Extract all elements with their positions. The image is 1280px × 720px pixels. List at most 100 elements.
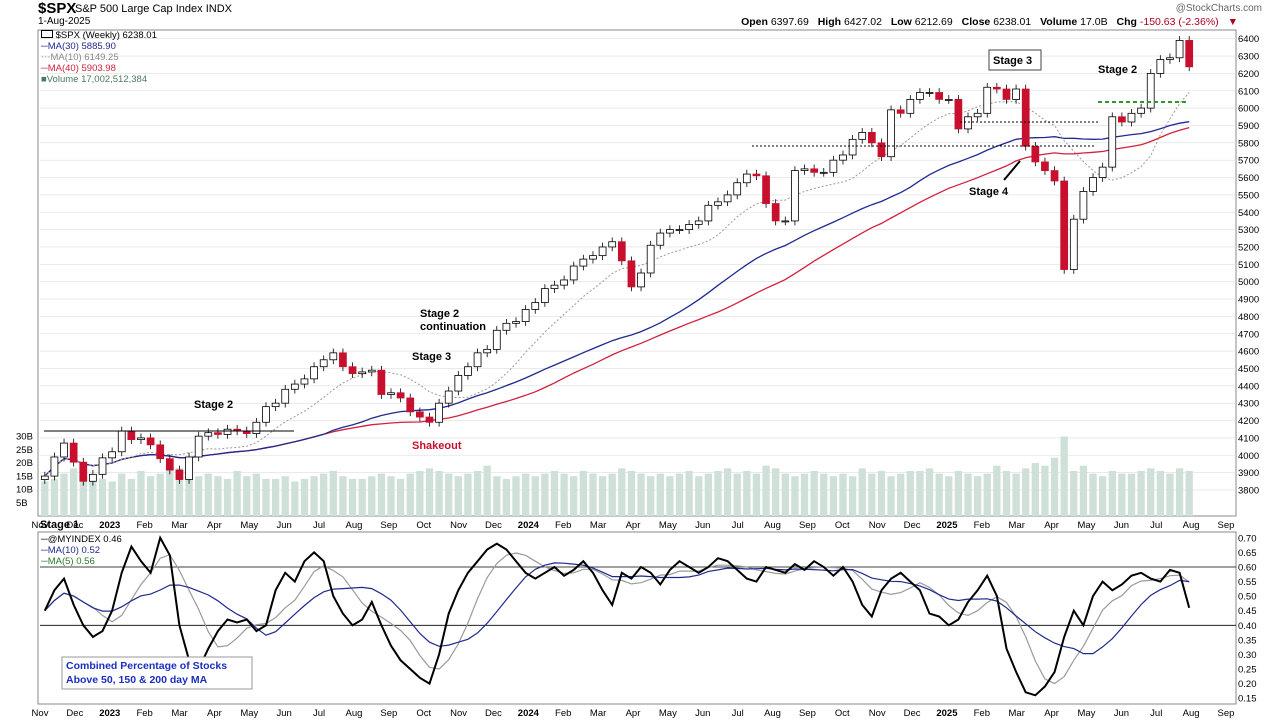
open-value: 6397.69 bbox=[770, 16, 809, 28]
candle-down bbox=[156, 444, 165, 460]
volume-bar bbox=[800, 473, 809, 516]
candle-up bbox=[464, 366, 472, 376]
candle-up bbox=[829, 159, 838, 173]
indicator-x-tick-label: Feb bbox=[555, 708, 571, 719]
price-tick-label: 4000 bbox=[1238, 451, 1259, 462]
close-value: 6238.01 bbox=[993, 16, 1032, 28]
indicator-line bbox=[43, 535, 1191, 697]
candle-up bbox=[329, 352, 338, 361]
price-tick-label: 5200 bbox=[1238, 242, 1259, 253]
candle-up bbox=[675, 229, 684, 232]
volume-bar bbox=[1166, 473, 1174, 516]
indicator-x-tick-label: Aug bbox=[764, 708, 781, 719]
candle-down bbox=[1185, 40, 1194, 68]
candle-up bbox=[89, 473, 97, 482]
candle-down bbox=[406, 397, 415, 413]
x-tick-label: Dec bbox=[904, 520, 921, 531]
volume-bar bbox=[762, 465, 770, 516]
volume-bar bbox=[550, 470, 559, 516]
volume-bar bbox=[291, 481, 299, 516]
x-tick-label: Mar bbox=[1009, 520, 1025, 531]
candle-up bbox=[560, 279, 568, 286]
candle-down bbox=[1118, 116, 1126, 123]
indicator-x-tick-label: Nov bbox=[450, 708, 467, 719]
indicator-x-tick-label: Dec bbox=[66, 708, 83, 719]
candle-up bbox=[40, 475, 49, 480]
candle-up bbox=[1146, 72, 1155, 109]
candle-up bbox=[608, 241, 617, 248]
indicator-x-tick-label: Jul bbox=[1150, 708, 1162, 719]
legend-ind-ma10: ─MA(10) 0.52 bbox=[41, 545, 101, 556]
volume-bar bbox=[233, 470, 241, 516]
candle-up bbox=[704, 204, 713, 222]
volume-bar bbox=[877, 470, 886, 516]
volume-bar bbox=[1127, 473, 1136, 516]
annotation-stage4: Stage 4 bbox=[969, 186, 1009, 198]
volume-bar bbox=[714, 470, 722, 516]
x-tick-label: Nov bbox=[450, 520, 467, 531]
x-tick-label: May bbox=[240, 520, 258, 531]
volume-bar bbox=[98, 478, 107, 516]
indicator-ma10-line bbox=[44, 562, 1190, 655]
volume-bar bbox=[185, 470, 193, 516]
candle-up bbox=[579, 258, 588, 267]
x-tick-label: Oct bbox=[835, 520, 850, 531]
volume-bar bbox=[271, 478, 280, 516]
candle-up bbox=[685, 223, 693, 231]
indicator-tick-label: 0.70 bbox=[1238, 533, 1257, 544]
volume-bar bbox=[1012, 473, 1020, 516]
legend-indicator: ─@MYINDEX 0.46 bbox=[41, 534, 122, 545]
indicator-x-tick-label: Aug bbox=[345, 708, 362, 719]
volume-bar bbox=[79, 465, 87, 516]
candle-up bbox=[473, 352, 482, 368]
candle-up bbox=[1079, 191, 1088, 220]
volume-bar bbox=[262, 478, 270, 516]
indicator-x-tick-label: May bbox=[240, 708, 258, 719]
candle-up bbox=[98, 457, 107, 475]
volume-tick-label: 20B bbox=[16, 458, 33, 469]
candle-up bbox=[271, 402, 280, 408]
indicator-x-tick-label: Mar bbox=[590, 708, 606, 719]
indicator-x-tick-label: Dec bbox=[485, 708, 502, 719]
candle-up bbox=[550, 284, 559, 290]
volume-bar bbox=[41, 481, 49, 516]
volume-bar bbox=[954, 470, 963, 516]
volume-bar bbox=[887, 476, 895, 516]
volume-bar bbox=[281, 476, 289, 516]
x-tick-label: May bbox=[659, 520, 677, 531]
close-label: Close bbox=[961, 16, 991, 28]
candle-up bbox=[262, 406, 270, 423]
price-tick-label: 3900 bbox=[1238, 468, 1259, 479]
stage4-arrow bbox=[1003, 160, 1021, 181]
annotation-stage2-2023: Stage 2 bbox=[194, 399, 233, 411]
volume-bar bbox=[329, 470, 337, 516]
candle-up bbox=[387, 392, 395, 395]
volume-bar bbox=[348, 478, 357, 516]
candle-up bbox=[483, 348, 492, 354]
volume-bar bbox=[675, 473, 684, 516]
legend-ma10: ⋯MA(10) 6149.25 bbox=[41, 52, 119, 63]
indicator-ma5-line bbox=[44, 552, 1190, 685]
candle-up bbox=[925, 92, 934, 94]
candle-down bbox=[396, 392, 405, 399]
x-tick-label: Jun bbox=[277, 520, 292, 531]
candle-up bbox=[204, 432, 213, 437]
volume-bar bbox=[1147, 468, 1155, 516]
price-tick-label: 5300 bbox=[1238, 225, 1259, 236]
price-tick-label: 5600 bbox=[1238, 173, 1259, 184]
volume-bar bbox=[1060, 436, 1068, 516]
x-tick-label: Nov bbox=[32, 520, 49, 531]
indicator-tick-label: 0.25 bbox=[1238, 665, 1257, 676]
volume-bar bbox=[791, 476, 799, 516]
candle-up bbox=[983, 86, 992, 114]
volume-bar bbox=[598, 476, 607, 516]
candle-up bbox=[714, 201, 722, 206]
annotation-shakeout: Shakeout bbox=[412, 440, 462, 452]
volume-bar bbox=[1118, 473, 1126, 516]
volume-bar bbox=[396, 478, 405, 516]
candle-down bbox=[867, 132, 876, 144]
low-label: Low bbox=[890, 16, 912, 28]
candle-down bbox=[762, 175, 770, 204]
candle-up bbox=[310, 366, 318, 380]
volume-bar bbox=[637, 473, 645, 516]
